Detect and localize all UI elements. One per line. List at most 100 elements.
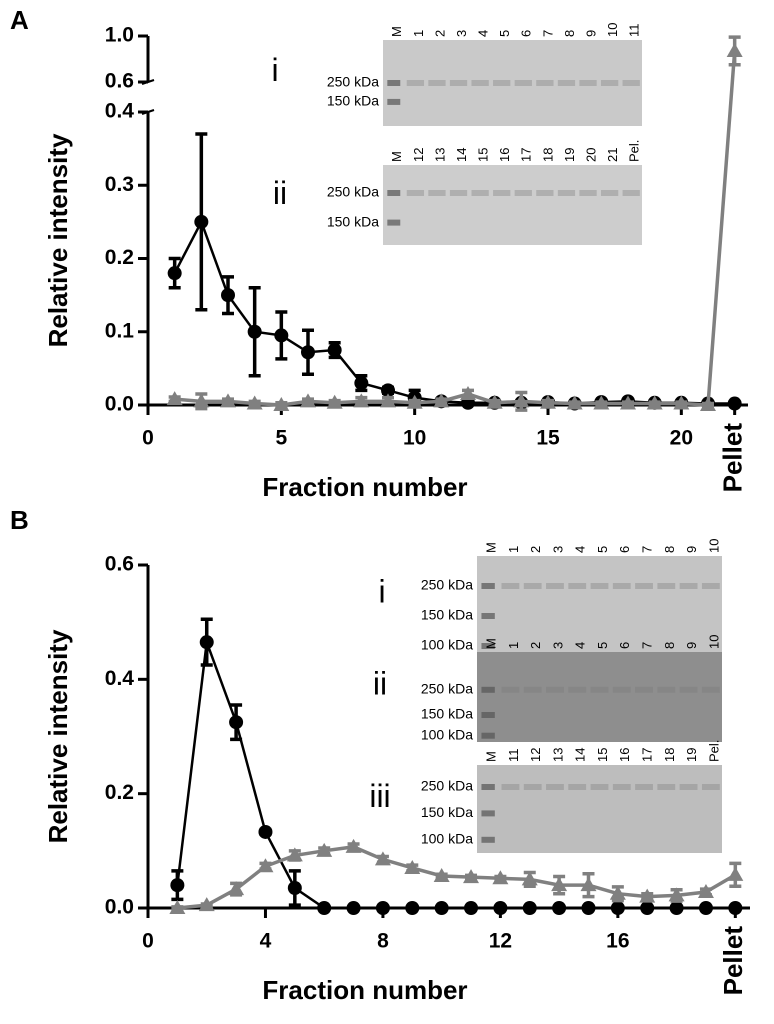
protein-band bbox=[701, 686, 720, 693]
protein-band bbox=[579, 190, 597, 196]
lane-label: 4 bbox=[573, 546, 588, 553]
lane-label: 11 bbox=[627, 24, 642, 38]
lane-label: 17 bbox=[639, 748, 654, 762]
lane-label: 14 bbox=[454, 148, 469, 162]
data-point bbox=[700, 397, 716, 411]
protein-band bbox=[428, 190, 446, 196]
lane-label: 3 bbox=[550, 546, 565, 553]
lane-label: 19 bbox=[562, 148, 577, 162]
protein-band bbox=[590, 784, 609, 790]
lane-label: 1 bbox=[506, 642, 521, 649]
x-tick-label: Pellet bbox=[718, 423, 748, 493]
lane-label: 12 bbox=[528, 748, 543, 762]
protein-band bbox=[635, 784, 653, 790]
data-point bbox=[697, 883, 714, 898]
data-point bbox=[317, 901, 332, 915]
lane-label: 6 bbox=[617, 546, 632, 553]
y-tick-label: 0.4 bbox=[105, 667, 135, 690]
lane-label: 5 bbox=[497, 30, 512, 37]
marker-band bbox=[481, 613, 495, 619]
data-point bbox=[566, 395, 583, 410]
y-tick-label: 1.0 bbox=[105, 24, 134, 47]
marker-band bbox=[481, 836, 495, 843]
lane-label: 5 bbox=[595, 546, 610, 553]
marker-band bbox=[481, 712, 495, 718]
protein-band bbox=[501, 784, 520, 790]
protein-band bbox=[679, 583, 698, 589]
marker-band bbox=[481, 686, 495, 693]
protein-band bbox=[493, 190, 511, 196]
protein-band bbox=[600, 190, 619, 196]
data-point bbox=[728, 901, 743, 915]
protein-band bbox=[546, 686, 564, 693]
protein-band bbox=[657, 583, 676, 589]
protein-band bbox=[493, 80, 511, 86]
data-point bbox=[194, 214, 209, 229]
x-tick-label: 5 bbox=[275, 427, 287, 450]
gel-image bbox=[477, 765, 722, 853]
data-point bbox=[463, 869, 480, 884]
marker-band bbox=[387, 219, 401, 226]
x-tick-label: 8 bbox=[377, 930, 389, 953]
protein-band bbox=[546, 784, 564, 790]
data-point bbox=[405, 901, 420, 915]
lane-label: 21 bbox=[605, 148, 620, 162]
data-point bbox=[673, 395, 690, 410]
data-point bbox=[698, 901, 713, 915]
data-point bbox=[552, 901, 567, 915]
data-point bbox=[286, 847, 303, 862]
data-point bbox=[354, 376, 369, 391]
protein-band bbox=[514, 80, 532, 86]
data-point bbox=[551, 877, 568, 892]
y-tick-label: 0.6 bbox=[105, 70, 134, 93]
data-point bbox=[434, 901, 449, 915]
protein-band bbox=[471, 190, 489, 196]
lane-label: 13 bbox=[432, 148, 447, 162]
protein-band bbox=[679, 686, 698, 693]
x-axis-label: Fraction number bbox=[262, 472, 467, 502]
data-point bbox=[433, 393, 450, 408]
data-point bbox=[727, 396, 742, 411]
lane-label: M bbox=[484, 542, 499, 553]
lane-label: 7 bbox=[639, 642, 654, 649]
lane-label: 14 bbox=[573, 748, 588, 762]
inset-label: ii bbox=[273, 175, 287, 211]
data-point bbox=[640, 901, 655, 915]
marker-label: 150 kDa bbox=[421, 706, 473, 722]
lane-label: 15 bbox=[476, 148, 491, 162]
protein-band bbox=[514, 190, 532, 196]
data-point bbox=[381, 383, 395, 398]
protein-band bbox=[701, 583, 720, 589]
marker-band bbox=[481, 784, 495, 790]
lane-label: 16 bbox=[497, 148, 512, 162]
data-point bbox=[228, 881, 245, 896]
protein-band bbox=[471, 80, 489, 86]
lane-label: 8 bbox=[662, 546, 677, 553]
marker-label: 100 kDa bbox=[421, 637, 473, 653]
y-tick-label: 0.1 bbox=[105, 319, 135, 342]
data-point bbox=[169, 900, 186, 914]
lane-label: 19 bbox=[684, 748, 699, 762]
protein-band bbox=[568, 583, 587, 589]
gel-image bbox=[383, 40, 642, 126]
data-point bbox=[404, 859, 421, 874]
x-tick-label: 20 bbox=[670, 427, 693, 450]
marker-label: 250 kDa bbox=[421, 778, 473, 794]
y-tick-label: 0.2 bbox=[105, 246, 134, 269]
y-tick-label: 0.3 bbox=[105, 173, 134, 196]
gel-image bbox=[383, 165, 642, 245]
lane-label: M bbox=[389, 151, 404, 162]
data-point bbox=[346, 901, 361, 915]
data-point bbox=[460, 386, 476, 401]
x-tick-label: 12 bbox=[489, 930, 512, 953]
data-point bbox=[220, 393, 236, 408]
lane-label: 8 bbox=[662, 642, 677, 649]
lane-label: 12 bbox=[411, 148, 426, 162]
lane-label: 2 bbox=[432, 30, 447, 37]
data-point bbox=[406, 394, 423, 409]
data-point bbox=[326, 394, 343, 409]
protein-band bbox=[523, 686, 542, 693]
protein-band bbox=[536, 190, 554, 196]
y-tick-label: 0.4 bbox=[105, 100, 135, 123]
protein-band bbox=[406, 80, 425, 86]
